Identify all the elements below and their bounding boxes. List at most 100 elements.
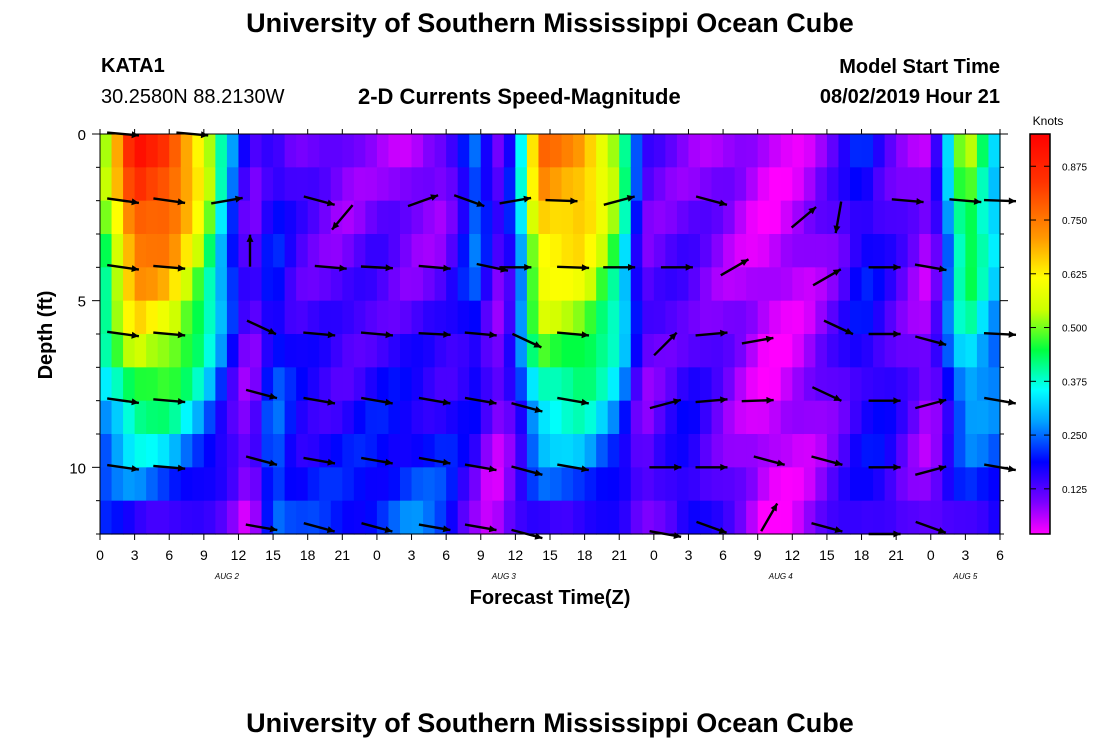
heatmap-cell: [284, 467, 297, 502]
heatmap-cell: [515, 400, 528, 435]
x-tick-label: 0: [373, 547, 381, 563]
heatmap-cell: [584, 400, 597, 435]
heatmap-cell: [492, 500, 505, 535]
heatmap-cell: [942, 400, 955, 435]
heatmap-cell: [480, 234, 493, 268]
heatmap-cell: [400, 300, 413, 335]
heatmap-cell: [492, 234, 505, 268]
heatmap-cell: [434, 234, 447, 268]
station-coordinates: 30.2580N 88.2130W: [101, 86, 285, 108]
heatmap-cell: [630, 234, 643, 268]
heatmap-cell: [561, 400, 574, 435]
heatmap-cell: [180, 467, 193, 502]
colorbar-label: Knots: [1033, 114, 1064, 128]
current-vector: [811, 386, 842, 402]
heatmap-cell: [896, 300, 909, 335]
heatmap-cell: [850, 367, 863, 402]
heatmap-cell: [203, 134, 216, 168]
heatmap-cell: [503, 500, 516, 535]
heatmap-cell: [953, 267, 966, 302]
heatmap-cell: [573, 434, 586, 468]
heatmap-cell: [111, 200, 124, 235]
heatmap-cell: [850, 500, 863, 535]
heatmap-cell: [734, 300, 747, 335]
heatmap-cell: [180, 434, 193, 468]
heatmap-cell: [919, 400, 932, 435]
heatmap-cell: [319, 467, 332, 502]
heatmap-cell: [100, 334, 113, 368]
heatmap-cell: [446, 134, 459, 168]
heatmap-cell: [746, 334, 759, 368]
heatmap-cell: [400, 267, 413, 302]
heatmap-cell: [884, 400, 897, 435]
heatmap-cell: [711, 434, 724, 468]
colorbar-tick-label: 0.375: [1062, 377, 1087, 388]
heatmap-cell: [630, 467, 643, 502]
heatmap-cell: [457, 200, 470, 235]
current-vector: [303, 456, 336, 466]
heatmap-cell: [873, 167, 886, 202]
heatmap-cell: [538, 167, 551, 202]
heatmap-cell: [180, 234, 193, 268]
heatmap-cell: [134, 400, 147, 435]
heatmap-cell: [307, 300, 320, 335]
heatmap-cell: [111, 367, 124, 402]
heatmap-cell: [942, 267, 955, 302]
heatmap-cell: [584, 267, 597, 302]
heatmap-cell: [400, 467, 413, 502]
heatmap-cell: [826, 234, 840, 268]
current-vector: [696, 520, 728, 534]
heatmap-cell: [284, 334, 297, 368]
heatmap-cell: [757, 134, 770, 168]
heatmap-cell: [353, 134, 366, 168]
heatmap-cell: [573, 134, 586, 168]
heatmap-cell: [573, 334, 586, 368]
current-vector: [418, 396, 451, 406]
heatmap-cell: [538, 334, 551, 368]
heatmap-cell: [250, 367, 263, 402]
heatmap-cell: [815, 267, 828, 302]
current-vector: [914, 465, 947, 476]
heatmap-cell: [457, 500, 470, 535]
heatmap-cell: [215, 334, 228, 368]
heatmap-cell: [746, 400, 759, 435]
heatmap-cell: [411, 334, 424, 368]
heatmap-cell: [953, 300, 966, 335]
heatmap-cell: [907, 400, 920, 435]
date-label: AUG 2: [214, 572, 240, 581]
heatmap-cell: [861, 367, 874, 402]
heatmap-cell: [215, 234, 228, 268]
heatmap-cell: [792, 400, 805, 435]
current-vector: [360, 331, 394, 339]
heatmap-cell: [538, 367, 551, 402]
heatmap-cell: [734, 200, 747, 235]
heatmap-cell: [584, 167, 597, 202]
colorbar-tick-label: 0.625: [1062, 270, 1087, 281]
heatmap-cell: [769, 300, 782, 335]
heatmap-cell: [550, 434, 563, 468]
heatmap-cell: [411, 467, 424, 502]
current-vector: [418, 264, 451, 272]
heatmap-cell: [642, 367, 655, 402]
heatmap-cell: [226, 400, 240, 435]
heatmap-cell: [526, 500, 540, 535]
heatmap-cell: [723, 267, 736, 302]
heatmap-cell: [976, 400, 990, 435]
heatmap-cell: [180, 367, 193, 402]
heatmap-cell: [873, 334, 886, 368]
heatmap-cell: [203, 267, 216, 302]
heatmap-cell: [215, 467, 228, 502]
current-vector: [464, 396, 497, 406]
heatmap-cell: [423, 134, 436, 168]
heatmap-cell: [803, 134, 816, 168]
heatmap-cell: [792, 267, 805, 302]
heatmap-cell: [930, 334, 943, 368]
heatmap-cell: [919, 234, 932, 268]
current-vector: [246, 319, 277, 336]
heatmap-cell: [711, 334, 724, 368]
current-vector: [811, 522, 843, 533]
heatmap-cell: [619, 400, 632, 435]
heatmap-cell: [930, 400, 943, 435]
colorbar-tick-label: 0.125: [1062, 485, 1087, 496]
heatmap-cell: [596, 234, 609, 268]
